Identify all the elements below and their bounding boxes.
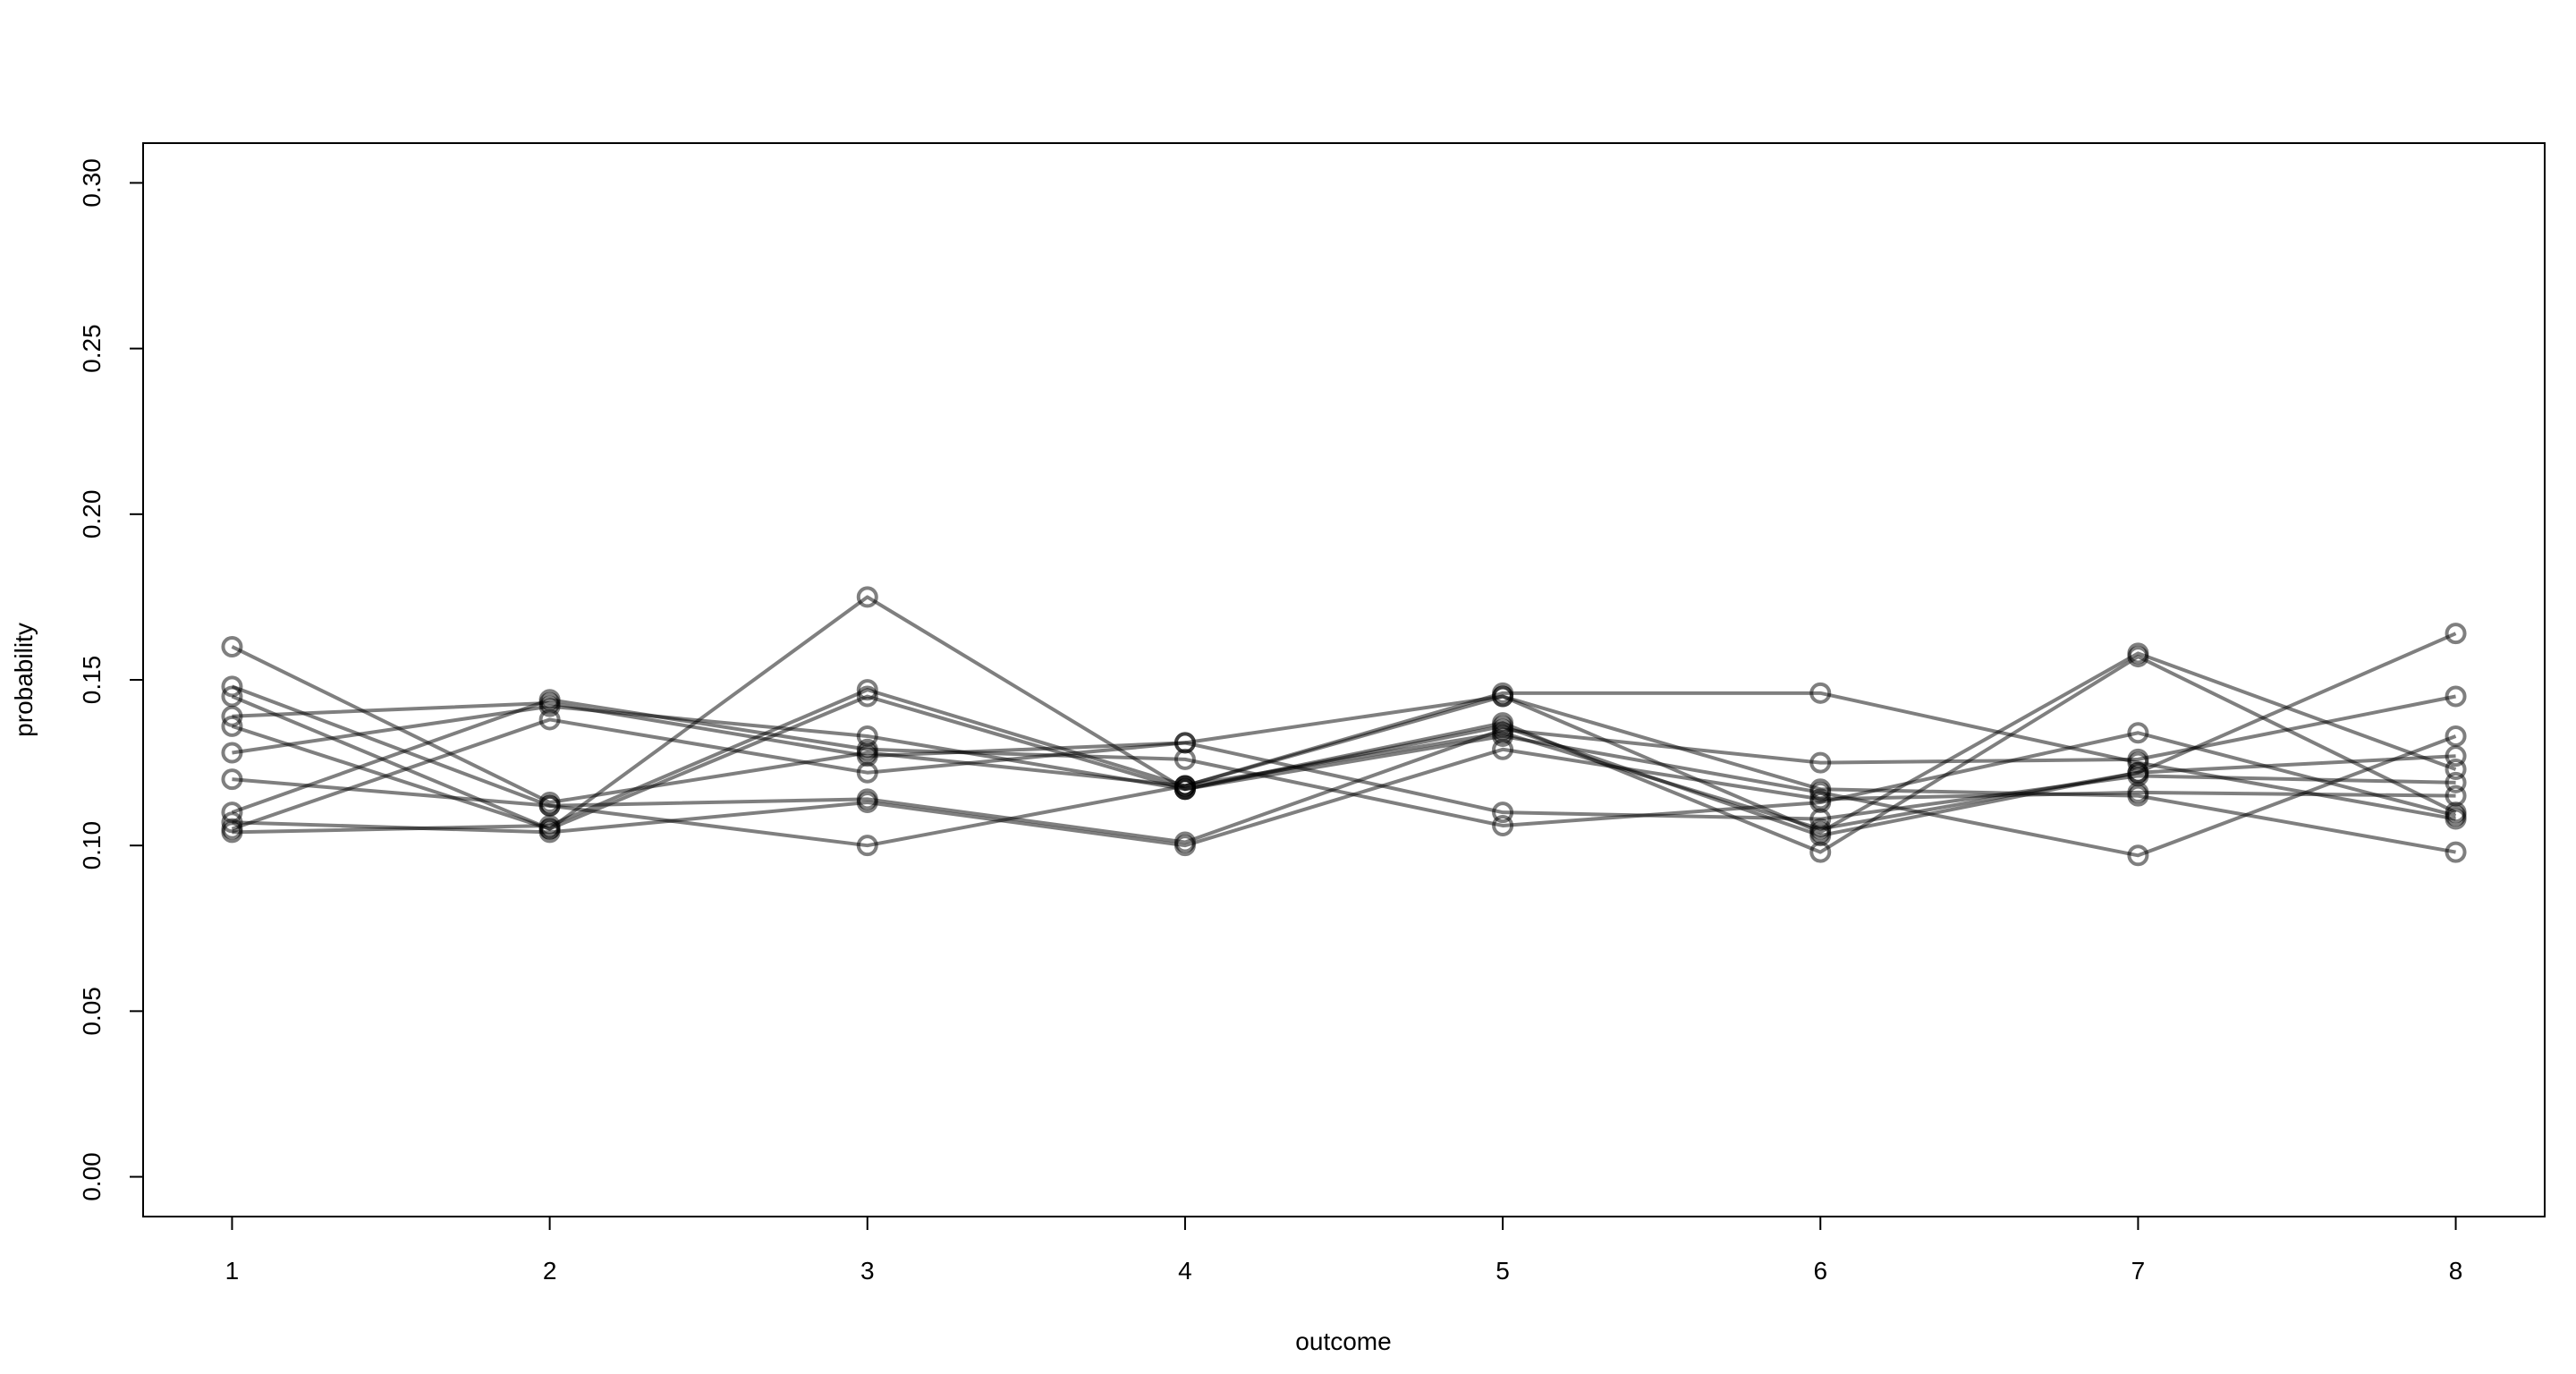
y-tick-label: 0.20 bbox=[78, 490, 106, 539]
data-point bbox=[2127, 785, 2149, 807]
data-point bbox=[538, 794, 561, 817]
series-11 bbox=[221, 642, 2467, 844]
series-layer bbox=[221, 586, 2467, 867]
data-point bbox=[221, 821, 243, 844]
series-line bbox=[232, 651, 2457, 835]
data-point bbox=[1492, 802, 1514, 824]
data-point bbox=[538, 695, 561, 717]
data-point bbox=[2445, 623, 2467, 645]
data-point bbox=[221, 705, 243, 727]
data-point bbox=[1174, 775, 1196, 797]
series-10 bbox=[221, 685, 2467, 863]
data-point bbox=[856, 586, 878, 608]
y-tick-label: 0.10 bbox=[78, 821, 106, 870]
x-tick-label: 8 bbox=[2449, 1257, 2463, 1285]
data-point bbox=[856, 738, 878, 760]
data-point bbox=[856, 685, 878, 708]
data-point bbox=[2445, 759, 2467, 780]
y-tick-label: 0.30 bbox=[78, 158, 106, 208]
y-tick-label: 0.25 bbox=[78, 324, 106, 373]
data-point bbox=[538, 814, 561, 836]
x-tick-label: 6 bbox=[1813, 1257, 1827, 1285]
x-tick-label: 2 bbox=[543, 1257, 557, 1285]
data-point bbox=[538, 821, 561, 844]
data-point bbox=[2445, 771, 2467, 793]
x-tick-label: 3 bbox=[860, 1257, 875, 1285]
data-point bbox=[1174, 835, 1196, 857]
x-tick-label: 5 bbox=[1496, 1257, 1510, 1285]
series-line bbox=[231, 595, 2457, 858]
y-tick-label: 0.15 bbox=[78, 656, 106, 705]
data-point bbox=[1809, 751, 1832, 774]
data-point bbox=[2127, 748, 2149, 770]
data-point bbox=[1492, 738, 1514, 760]
x-tick-label: 4 bbox=[1178, 1257, 1192, 1285]
data-point bbox=[2445, 745, 2467, 768]
data-point bbox=[1174, 732, 1196, 754]
series-8 bbox=[221, 689, 2467, 836]
data-point bbox=[1492, 718, 1514, 741]
y-tick-label: 0.05 bbox=[78, 987, 106, 1036]
data-point bbox=[2445, 725, 2467, 747]
data-point bbox=[1809, 682, 1832, 704]
data-point bbox=[856, 725, 878, 747]
data-point bbox=[1492, 814, 1514, 836]
data-point bbox=[221, 768, 243, 791]
data-point bbox=[2445, 685, 2467, 708]
series-line bbox=[231, 698, 2457, 827]
x-tick-label: 7 bbox=[2131, 1257, 2146, 1285]
data-point bbox=[2445, 785, 2467, 807]
data-point bbox=[1809, 821, 1832, 844]
y-tick-label: 0.00 bbox=[78, 1152, 106, 1201]
data-point bbox=[538, 689, 561, 711]
data-point bbox=[2127, 844, 2149, 867]
data-point bbox=[221, 715, 243, 737]
y-axis: 0.00 0.05 0.10 0.15 0.20 0.25 0.30 bbox=[78, 158, 144, 1201]
data-point bbox=[221, 675, 243, 698]
series-line bbox=[232, 704, 2456, 838]
data-point bbox=[2445, 841, 2467, 863]
data-point bbox=[221, 685, 243, 708]
series-line bbox=[231, 655, 2457, 854]
data-point bbox=[221, 742, 243, 764]
data-point bbox=[1492, 685, 1514, 708]
data-point bbox=[856, 761, 878, 784]
data-point bbox=[2127, 722, 2149, 744]
data-point bbox=[538, 708, 561, 731]
data-point bbox=[2127, 642, 2149, 665]
x-axis-title: outcome bbox=[1295, 1327, 1391, 1355]
data-point bbox=[856, 679, 878, 701]
data-point bbox=[856, 792, 878, 814]
series-line bbox=[231, 694, 2456, 854]
data-point bbox=[1809, 778, 1832, 801]
data-point bbox=[221, 635, 243, 657]
y-axis-title: probability bbox=[10, 623, 38, 737]
x-axis: 1 2 3 4 5 6 7 8 bbox=[225, 1216, 2463, 1285]
data-point bbox=[856, 835, 878, 857]
data-point bbox=[2445, 804, 2467, 827]
data-point bbox=[2127, 761, 2149, 784]
x-tick-label: 1 bbox=[225, 1257, 240, 1285]
